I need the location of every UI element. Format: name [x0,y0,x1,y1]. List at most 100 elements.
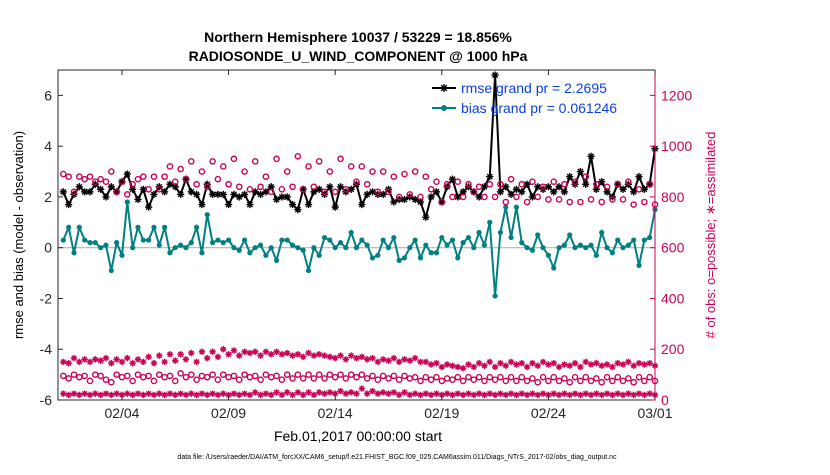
data-point-assimilated-obs-upper [182,356,190,363]
y-tick-label-left: -6 [40,392,53,408]
data-point-rmse-grand-pr-2-2695 [326,183,334,191]
data-point-rmse-grand-pr-2-2695 [480,183,489,191]
data-point-bias-grand-pr-0-061246 [289,242,296,248]
data-point-assimilated-obs-lower [454,390,461,397]
data-point-possible-obs-lower [555,377,563,385]
data-point-bias-grand-pr-0-061246 [535,232,541,238]
data-point-possible-obs [449,193,456,201]
data-point-possible-obs-lower [523,377,531,385]
data-point-bias-grand-pr-0-061246 [551,265,557,271]
y-tick-label-left: 6 [44,87,52,103]
data-point-possible-obs [438,198,446,206]
data-point-bias-grand-pr-0-061246 [380,237,386,243]
data-point-bias-grand-pr-0-061246 [257,242,264,248]
data-point-assimilated-obs-upper [545,361,552,368]
data-point-assimilated-obs-lower [188,390,195,397]
data-point-rmse-grand-pr-2-2695 [75,183,83,191]
data-point-possible-obs-lower [475,373,483,381]
data-point-possible-obs [155,186,163,193]
data-point-possible-obs-lower [486,373,494,381]
data-point-bias-grand-pr-0-061246 [279,237,285,243]
data-point-assimilated-obs-upper [156,352,163,359]
data-point-assimilated-obs-upper [571,359,579,367]
data-point-possible-obs [422,173,430,180]
data-point-possible-obs-lower [177,370,184,377]
data-point-possible-obs-lower [299,375,307,382]
data-point-assimilated-obs-lower [353,390,360,397]
data-point-possible-obs-lower [278,376,286,383]
data-point-possible-obs [65,173,72,180]
data-point-bias-grand-pr-0-061246 [572,245,578,251]
y-axis-label-left: rmse and bias (model - observation) [11,131,26,339]
data-point-assimilated-obs-upper [401,356,408,363]
data-point-possible-obs-lower [454,373,462,381]
data-point-possible-obs [427,186,435,193]
data-point-bias-grand-pr-0-061246 [556,245,562,251]
data-point-assimilated-obs-lower [108,391,115,399]
data-point-possible-obs-lower [150,377,158,385]
data-point-possible-obs [102,178,110,185]
data-point-assimilated-obs-lower [470,391,477,399]
data-point-assimilated-obs-lower [278,391,286,399]
data-point-rmse-grand-pr-2-2695 [283,193,291,201]
data-point-bias-grand-pr-0-061246 [305,267,312,274]
data-point-assimilated-obs-upper [481,362,488,369]
data-point-assimilated-obs-upper [134,356,142,363]
data-point-bias-grand-pr-0-061246 [204,212,210,218]
data-point-bias-grand-pr-0-061246 [76,224,82,230]
data-point-possible-obs-lower [379,372,387,380]
data-point-assimilated-obs-lower [268,391,275,399]
data-point-assimilated-obs-lower [593,390,600,397]
data-point-possible-obs [161,173,168,180]
data-point-possible-obs-lower [459,377,467,385]
data-point-bias-grand-pr-0-061246 [620,245,626,251]
data-point-assimilated-obs-upper [523,363,531,371]
data-point-assimilated-obs-lower [523,391,531,399]
data-point-rmse-grand-pr-2-2695 [262,188,270,196]
data-point-assimilated-obs-lower [555,391,563,399]
y-tick-label-right: 600 [661,240,685,256]
data-point-assimilated-obs-upper [385,357,392,364]
data-point-possible-obs-lower [545,377,552,385]
data-point-bias-grand-pr-0-061246 [177,242,184,248]
x-tick-label: 02/14 [318,405,353,421]
y-axis-label-right: # of obs: o=possible; ∗=assimilated [703,132,718,339]
data-point-assimilated-obs-upper [422,358,429,366]
data-point-assimilated-obs-lower [347,389,355,396]
data-point-bias-grand-pr-0-061246 [396,257,402,263]
data-point-bias-grand-pr-0-061246 [332,245,338,251]
data-point-assimilated-obs-lower [566,391,573,399]
data-point-bias-grand-pr-0-061246 [295,245,301,251]
data-point-bias-grand-pr-0-061246 [66,224,72,230]
data-point-assimilated-obs-lower [140,391,147,399]
data-point-assimilated-obs-lower [166,390,174,397]
data-point-assimilated-obs-lower [502,391,509,399]
data-point-rmse-grand-pr-2-2695 [65,200,73,209]
data-point-assimilated-obs-lower [369,387,376,395]
data-point-bias-grand-pr-0-061246 [193,224,200,230]
data-point-rmse-grand-pr-2-2695 [491,71,499,79]
data-point-assimilated-obs-upper [305,349,312,357]
data-point-bias-grand-pr-0-061246 [215,237,221,243]
data-point-assimilated-obs-upper [337,352,344,359]
data-point-possible-obs [550,178,558,185]
data-point-possible-obs-lower [155,371,163,378]
plot-area: 02/04 02/09 02/14 02/19 02/24 03/01 -6 -4 -2 0 2 4 6… [40,69,692,421]
data-point-rmse-grand-pr-2-2695 [198,200,206,209]
data-point-possible-obs-lower [587,377,595,385]
data-point-possible-obs-lower [166,372,174,380]
data-point-possible-obs [347,163,355,170]
data-point-possible-obs [566,198,574,206]
data-point-assimilated-obs-lower [124,390,131,397]
data-point-rmse-grand-pr-2-2695 [102,193,110,201]
data-point-assimilated-obs-upper [140,358,147,366]
data-point-possible-obs-lower [123,372,131,380]
data-point-rmse-grand-pr-2-2695 [134,195,142,204]
data-point-bias-grand-pr-0-061246 [311,245,317,251]
data-point-possible-obs [571,178,579,185]
data-point-possible-obs-lower [598,378,605,386]
data-point-possible-obs [177,165,184,173]
data-point-rmse-grand-pr-2-2695 [635,173,643,181]
data-point-possible-obs [411,168,419,175]
data-point-bias-grand-pr-0-061246 [385,245,392,251]
